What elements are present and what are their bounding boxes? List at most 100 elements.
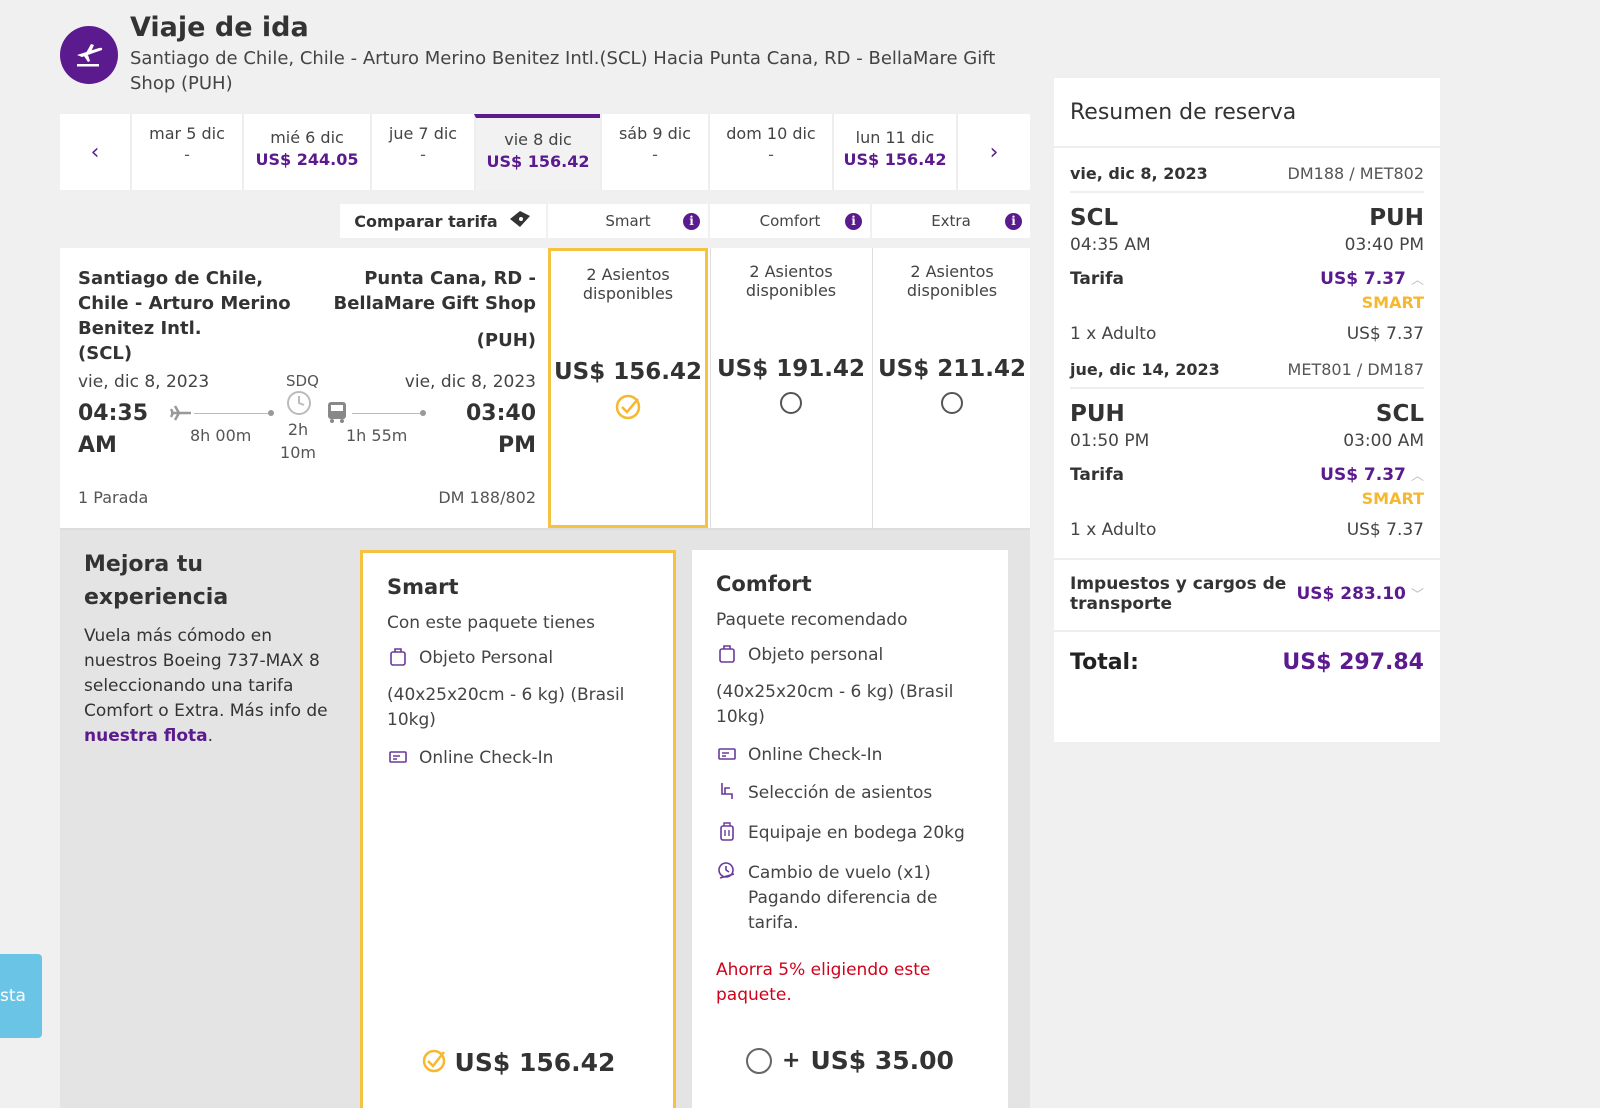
package-item: Cambio de vuelo (x1) Pagando diferencia …: [716, 861, 984, 936]
info-icon[interactable]: i: [845, 213, 862, 230]
info-icon[interactable]: i: [1005, 213, 1022, 230]
flight-change-icon: [716, 861, 738, 888]
fare-option-smart[interactable]: 2 Asientos disponibles US$ 156.42: [548, 248, 708, 528]
summary-title: Resumen de reserva: [1054, 78, 1440, 148]
savings-note: Ahorra 5% eligiendo este paquete.: [716, 960, 931, 1005]
destination-name: Punta Cana, RD - BellaMare Gift Shop: [333, 268, 537, 314]
package-price-row: + US$ 35.00: [692, 1046, 1008, 1075]
taxes-row[interactable]: Impuestos y cargos de transporte US$ 283…: [1054, 574, 1440, 632]
date-price: -: [184, 145, 190, 164]
prev-dates-button[interactable]: ‹: [60, 114, 130, 190]
chevron-left-icon: ‹: [90, 139, 100, 165]
upgrade-text: Vuela más cómodo en nuestros Boeing 737-…: [84, 626, 328, 721]
booking-summary: Resumen de reserva vie, dic 8, 2023 DM18…: [1054, 78, 1440, 742]
fare-radio[interactable]: [780, 392, 802, 414]
info-icon[interactable]: i: [683, 213, 700, 230]
total-label: Total:: [1070, 650, 1139, 675]
pax-value: US$ 7.37: [1346, 324, 1424, 344]
date-label: dom 10 dic: [726, 124, 816, 143]
fare-value: US$ 7.37: [1320, 465, 1406, 485]
package-item: Objeto personal: [716, 643, 984, 670]
pax-value: US$ 7.37: [1346, 520, 1424, 540]
fare-tag: SMART: [1361, 293, 1424, 312]
pax-label: 1 x Adulto: [1070, 324, 1157, 344]
segment-codes: DM188 / MET802: [1287, 164, 1424, 183]
trip-route: Santiago de Chile, Chile - Arturo Merino…: [130, 48, 996, 94]
ticket-icon: [508, 210, 532, 232]
return-fare[interactable]: Tarifa US$ 7.37 ︿: [1054, 465, 1440, 485]
segment-date: jue, dic 14, 2023: [1070, 360, 1220, 379]
total-row: Total: US$ 297.84: [1054, 650, 1440, 675]
route-dot: [420, 410, 426, 416]
origin-airport: Santiago de Chile, Chile - Arturo Merino…: [78, 266, 310, 366]
date-tab-selected[interactable]: vie 8 dic US$ 156.42: [474, 114, 600, 190]
checkin-icon: [387, 746, 409, 771]
outbound-pax: 1 x Adulto US$ 7.37: [1054, 324, 1440, 344]
side-feedback-tab[interactable]: sta: [0, 954, 42, 1038]
outbound-fare[interactable]: Tarifa US$ 7.37 ︿: [1054, 269, 1440, 289]
arrival-date: vie, dic 8, 2023: [404, 372, 536, 392]
fare-header-label: Comfort: [759, 212, 821, 230]
date-tab[interactable]: mar 5 dic -: [130, 114, 242, 190]
flight-card: Santiago de Chile, Chile - Arturo Merino…: [60, 248, 1030, 532]
package-item-label: Cambio de vuelo (x1) Pagando diferencia …: [748, 863, 938, 933]
date-tab[interactable]: sáb 9 dic -: [600, 114, 708, 190]
layover-duration: 2h 10m: [280, 418, 316, 464]
compare-fares-button[interactable]: Comparar tarifa: [340, 204, 546, 238]
date-label: vie 8 dic: [504, 130, 572, 149]
fare-label: Tarifa: [1070, 269, 1124, 289]
check-circle-icon: [551, 393, 705, 425]
fare-option-extra[interactable]: 2 Asientos disponibles US$ 211.42: [872, 248, 1031, 528]
next-dates-button[interactable]: ›: [956, 114, 1030, 190]
outbound-route: SCL PUH: [1054, 205, 1440, 231]
fare-header-extra: Extra i: [872, 204, 1030, 238]
date-price: US$ 244.05: [255, 150, 359, 169]
origin-code: SCL: [1070, 205, 1119, 231]
seats-available: 2 Asientos disponibles: [906, 262, 998, 300]
fare-value: US$ 7.37: [1320, 269, 1406, 289]
backpack-icon: [716, 643, 738, 670]
destination-code: PUH: [1369, 205, 1424, 231]
layover-hours: 2h: [287, 420, 309, 439]
package-price-row: US$ 156.42: [363, 1047, 673, 1077]
taxes-value: US$ 283.10: [1296, 584, 1406, 604]
package-price: US$ 35.00: [810, 1046, 954, 1075]
arrival-time-period: PM: [497, 433, 536, 458]
fare-option-comfort[interactable]: 2 Asientos disponibles US$ 191.42: [710, 248, 871, 528]
flight-numbers: DM 188/802: [438, 488, 536, 507]
package-comfort[interactable]: Comfort Paquete recomendado Objeto perso…: [692, 550, 1008, 1108]
date-label: mar 5 dic: [149, 124, 225, 143]
package-subtitle: Con este paquete tienes: [387, 613, 595, 633]
package-item: Selección de asientos: [716, 781, 984, 808]
date-tab[interactable]: lun 11 dic US$ 156.42: [832, 114, 956, 190]
segment-codes: MET801 / DM187: [1287, 360, 1424, 379]
date-tab[interactable]: mié 6 dic US$ 244.05: [242, 114, 370, 190]
stops-count: 1 Parada: [78, 488, 149, 507]
pax-label: 1 x Adulto: [1070, 520, 1157, 540]
fare-header-comfort: Comfort i: [710, 204, 870, 238]
backpack-icon: [387, 646, 409, 673]
date-price: US$ 156.42: [486, 152, 590, 171]
stop-code: SDQ: [286, 372, 319, 390]
departure-time: 04:35 AM: [1070, 235, 1151, 255]
departure-date: vie, dic 8, 2023: [78, 372, 210, 392]
package-item: Equipaje en bodega 20kg: [716, 821, 984, 848]
destination-airport: Punta Cana, RD - BellaMare Gift Shop (PU…: [318, 266, 537, 353]
package-smart[interactable]: Smart Con este paquete tienes Objeto Per…: [360, 550, 676, 1108]
package-title: Comfort: [716, 572, 812, 596]
origin-code: (SCL): [78, 343, 133, 364]
departure-time: 04:35 AM: [78, 398, 148, 462]
arrival-time: 03:40 PM: [1344, 235, 1424, 255]
return-route: PUH SCL: [1054, 401, 1440, 427]
fare-price: US$ 156.42: [553, 359, 702, 385]
layover-minutes: 10m: [280, 443, 316, 462]
package-dimensions: (40x25x20cm - 6 kg) (Brasil 10kg): [716, 682, 954, 727]
date-tab[interactable]: dom 10 dic -: [708, 114, 832, 190]
package-radio[interactable]: [746, 1047, 773, 1074]
origin-code: PUH: [1070, 401, 1125, 427]
departure-time: 01:50 PM: [1070, 431, 1150, 451]
fare-radio[interactable]: [941, 392, 963, 414]
date-tab[interactable]: jue 7 dic -: [370, 114, 474, 190]
fleet-link[interactable]: nuestra flota: [84, 726, 208, 746]
route-line: [194, 413, 270, 414]
